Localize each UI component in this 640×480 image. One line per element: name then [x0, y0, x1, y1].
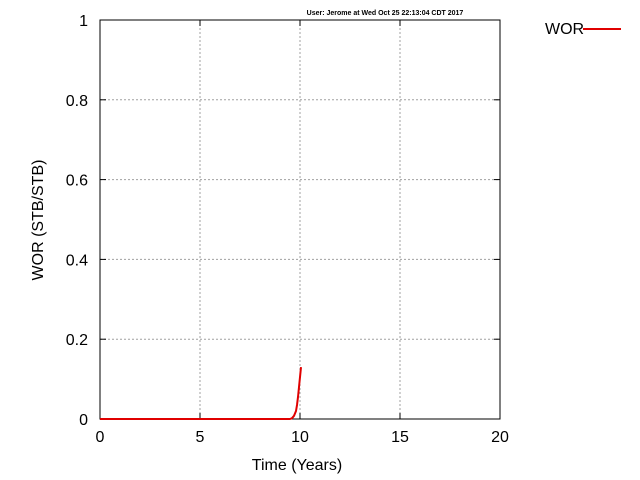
grid [100, 20, 500, 419]
x-tick-label: 5 [196, 429, 205, 446]
plot-frame [99, 19, 501, 420]
y-tick-label: 0.8 [66, 93, 88, 110]
x-tick-label: 20 [491, 429, 509, 446]
x-tick-label: 10 [291, 429, 309, 446]
x-tick-label: 15 [391, 429, 409, 446]
y-tick-label: 0 [79, 412, 88, 429]
legend: WOR [545, 21, 621, 38]
y-axis-label: WOR (STB/STB) [30, 160, 47, 281]
series-line-wor [100, 367, 302, 420]
y-tick-label: 0.4 [66, 252, 88, 269]
series-layer [100, 367, 302, 420]
legend-label-wor: WOR [545, 21, 584, 38]
y-tick-label: 0.2 [66, 332, 88, 349]
user-timestamp-stamp: User: Jerome at Wed Oct 25 22:13:04 CDT … [307, 10, 464, 17]
x-tick-label: 0 [96, 429, 105, 446]
y-tick-label: 1 [79, 13, 88, 30]
x-axis-label: Time (Years) [252, 457, 342, 474]
y-tick-label: 0.6 [66, 173, 88, 190]
ticks: 0 5 10 15 20 0 0.2 0.4 0.6 0.8 1 [66, 13, 509, 446]
